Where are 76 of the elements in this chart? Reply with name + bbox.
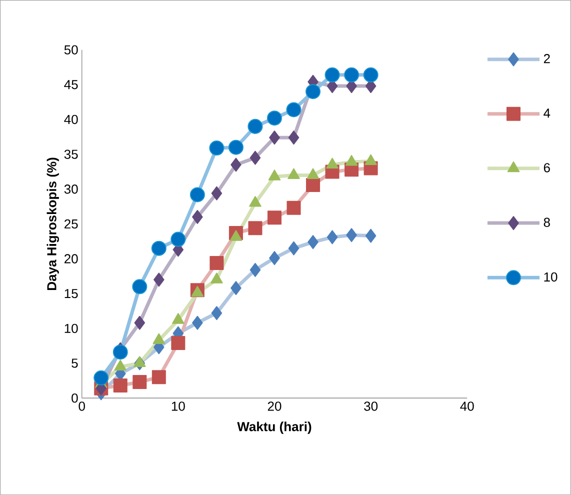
point (114, 360, 127, 371)
y-tick-label: 10 (64, 324, 78, 334)
point (112, 344, 128, 360)
legend-label: 6 (544, 163, 550, 172)
legend-label: 4 (544, 108, 550, 118)
point (170, 232, 186, 247)
y-tick-label: 30 (64, 184, 78, 194)
x-tick-label: 10 (172, 402, 185, 411)
point (190, 187, 205, 202)
y-tick-label: 20 (64, 254, 78, 264)
point (191, 286, 204, 297)
point (364, 154, 377, 166)
y-tick-label: 25 (64, 219, 78, 229)
point (288, 130, 300, 145)
point (286, 102, 302, 118)
legend-label: 10 (544, 272, 558, 282)
point (151, 240, 166, 256)
point (132, 279, 148, 294)
point (152, 370, 166, 384)
point (346, 228, 357, 242)
point (363, 67, 378, 82)
point (134, 316, 146, 330)
point (306, 84, 321, 100)
y-tick-label: 35 (64, 150, 78, 159)
point (210, 272, 223, 284)
point (344, 67, 360, 82)
point (268, 170, 281, 180)
point (211, 306, 222, 320)
y-tick-label: 50 (64, 45, 78, 54)
point (306, 178, 320, 192)
point (154, 272, 164, 287)
point (269, 130, 280, 145)
point (266, 110, 282, 126)
point (250, 262, 261, 277)
point (172, 313, 184, 324)
point (250, 150, 261, 165)
point (248, 221, 262, 236)
x-axis-title: Waktu (hari) (237, 422, 312, 434)
point (230, 230, 242, 241)
y-tick-label: 45 (64, 80, 78, 90)
point (152, 333, 166, 344)
point (248, 118, 263, 134)
legend-label: 2 (544, 54, 550, 64)
point (288, 241, 300, 256)
y-tick-label: 0 (72, 393, 78, 403)
x-tick-label: 0 (78, 402, 85, 411)
point (134, 356, 146, 368)
point (267, 210, 282, 225)
x-tick-label: 20 (268, 402, 282, 411)
point (192, 316, 203, 330)
point (286, 200, 301, 215)
y-tick-label: 15 (64, 289, 78, 298)
point (171, 336, 186, 350)
x-tick-label: 40 (460, 402, 474, 411)
point (209, 140, 224, 156)
point (269, 251, 280, 266)
point (365, 228, 376, 243)
x-tick-label: 30 (364, 402, 378, 411)
y-tick-label: 40 (64, 114, 78, 124)
point (228, 140, 244, 155)
point (324, 67, 340, 82)
point (210, 256, 224, 270)
point (249, 196, 262, 207)
point (94, 370, 109, 386)
y-axis-title: Daya Higroskopis (%) (46, 158, 59, 290)
point (326, 158, 338, 169)
point (230, 281, 242, 296)
point (113, 378, 128, 393)
legend-label: 8 (544, 218, 550, 227)
point (326, 230, 338, 244)
y-tick-label: 5 (72, 358, 78, 368)
point (230, 158, 242, 172)
point (308, 235, 318, 250)
point (211, 186, 222, 200)
point (192, 210, 203, 224)
point (132, 375, 147, 390)
